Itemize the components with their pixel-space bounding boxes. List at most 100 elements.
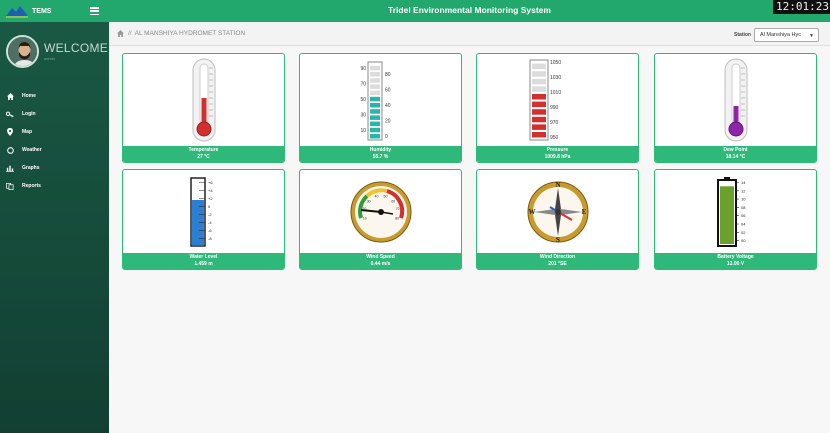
sidebar-item-label: Home <box>22 93 36 99</box>
sidebar-item-reports[interactable]: Reports <box>0 177 109 195</box>
sidebar-item-label: Graphs <box>22 165 40 171</box>
battery-tick-label: 08 <box>741 204 746 209</box>
widget-value: 201 °SE <box>548 261 567 267</box>
humidity-tick-left: 10 <box>360 128 366 134</box>
battery-fill <box>719 185 734 244</box>
widget-label: Dew Point <box>723 147 748 153</box>
speed-tick-label: 50 <box>383 194 387 198</box>
humidity-tick-left: 90 <box>360 66 366 72</box>
widget-dew-point[interactable]: Dew Point 18.14 °C <box>654 53 817 163</box>
sidebar-item-login[interactable]: Login <box>0 105 109 123</box>
humidity-bar-segment <box>369 65 380 71</box>
widget-value: 27 °C <box>197 154 210 160</box>
humidity-bar-segment <box>369 103 380 108</box>
weather-circle-icon <box>6 146 14 154</box>
water-tick-label: +2 <box>208 196 213 201</box>
pressure-bar-segment <box>531 94 546 100</box>
battery-tick-label: 12 <box>741 188 746 193</box>
water-tick-label: +4 <box>208 188 213 193</box>
widget-humidity[interactable]: 90 70 50 30 10 80 60 40 20 0 Humidity 55.7 % <box>299 53 462 163</box>
key-icon <box>6 110 14 118</box>
home-icon <box>6 92 14 100</box>
widget-label: Water Level <box>189 254 218 260</box>
sidebar-item-weather[interactable]: Weather <box>0 141 109 159</box>
widget-water-level[interactable]: +6 +4 +2 0 -2 -4 -6 -8 Water Level 1.459 m <box>122 169 285 270</box>
welcome-title: WELCOME <box>44 41 109 55</box>
humidity-tick-left: 70 <box>360 82 366 88</box>
pressure-bar-segment <box>531 101 546 108</box>
humidity-tick-left: 30 <box>360 113 366 119</box>
top-header: Tridel Environmental Monitoring System 1… <box>109 0 830 22</box>
humidity-bar-segment <box>369 96 380 102</box>
widget-label: Wind Direction <box>539 254 576 260</box>
humidity-gauge: 90 70 50 30 10 80 60 40 20 0 <box>300 54 461 146</box>
widget-label: Temperature <box>188 147 219 153</box>
sidebar-item-label: Login <box>22 111 36 117</box>
breadcrumb-home-icon[interactable] <box>117 30 124 37</box>
battery-tick-label: 04 <box>741 221 746 226</box>
reports-icon <box>6 182 14 190</box>
pressure-bar-segment <box>531 109 546 115</box>
widget-wind-direction[interactable]: N E S W Wind Direction 201 °SE <box>476 169 639 270</box>
humidity-bar-segment <box>369 115 380 120</box>
pressure-gauge: 1050 1030 1010 990 970 950 <box>477 54 638 146</box>
battery-tick-label: 14 <box>741 180 746 185</box>
sidebar-item-label: Map <box>22 129 32 135</box>
humidity-bar-segment <box>369 127 380 133</box>
battery-tick-label: 10 <box>741 196 746 201</box>
sidebar-menu: Home Login Map Weather Graphs Reports <box>0 87 109 195</box>
compass-letter-e: E <box>581 208 586 216</box>
sidebar-item-home[interactable]: Home <box>0 87 109 105</box>
humidity-tick-right: 20 <box>385 119 391 125</box>
speed-tick-label: 10 <box>362 216 366 220</box>
thermometer-gauge <box>123 54 284 146</box>
pressure-bar-segment <box>531 116 546 123</box>
widget-label: Battery Voltage <box>717 254 754 260</box>
pressure-tick: 970 <box>550 120 559 126</box>
chevron-down-icon: ▼ <box>809 33 814 39</box>
avatar <box>6 34 39 68</box>
widget-battery-voltage[interactable]: 14 12 10 08 06 04 02 00 Battery Voltage 13.00 V <box>654 169 817 270</box>
battery-tick-label: 02 <box>741 229 746 234</box>
widget-value: 18.14 °C <box>725 154 746 160</box>
wind-speed-gauge: 10 20 30 40 50 60 70 80 <box>300 170 461 253</box>
widget-label: Wind Speed <box>366 254 395 260</box>
breadcrumb-bar: // AL MANSHIYA HYDROMET STATION Station … <box>109 22 830 46</box>
humidity-bar-segment <box>369 72 380 77</box>
humidity-tick-right: 40 <box>385 103 391 109</box>
app-title: Tridel Environmental Monitoring System <box>388 5 551 15</box>
sidebar: TEMS WELCOME admin Home Login <box>0 0 109 433</box>
widget-label: Pressure <box>546 147 569 153</box>
humidity-tick-left: 50 <box>360 97 366 103</box>
widget-value: 13.00 V <box>726 261 745 267</box>
menu-toggle-icon[interactable] <box>90 7 99 15</box>
tems-logo-icon <box>6 6 28 18</box>
widget-wind-speed[interactable]: 10 20 30 40 50 60 70 80 Wind Speed 0.44 m/s <box>299 169 462 270</box>
sidebar-item-map[interactable]: Map <box>0 123 109 141</box>
humidity-bar-segment <box>369 121 380 127</box>
pressure-tick: 950 <box>550 135 559 141</box>
welcome-username: admin <box>44 56 55 61</box>
speed-tick-label: 30 <box>366 199 370 203</box>
brand-bar: TEMS <box>0 0 109 22</box>
station-dropdown-value: Al Manshiya Hyc <box>760 32 801 38</box>
battery-gauge: 14 12 10 08 06 04 02 00 <box>655 170 816 253</box>
compass-letter-n: N <box>555 181 560 189</box>
station-dropdown[interactable]: Al Manshiya Hyc ▼ <box>754 28 819 42</box>
wind-direction-compass: N E S W <box>477 170 638 253</box>
water-tick-label: -2 <box>208 212 212 217</box>
widget-temperature[interactable]: Temperature 27 °C <box>122 53 285 163</box>
sidebar-item-graphs[interactable]: Graphs <box>0 159 109 177</box>
sidebar-item-label: Reports <box>22 183 41 189</box>
breadcrumb-separator: // <box>128 30 132 37</box>
chart-icon <box>6 164 14 172</box>
widget-pressure[interactable]: 1050 1030 1010 990 970 950 Pressure 1009.8 hP… <box>476 53 639 163</box>
pressure-bar-segment <box>531 78 546 85</box>
dew-point-thermometer <box>655 54 816 146</box>
water-level-gauge: +6 +4 +2 0 -2 -4 -6 -8 <box>123 170 284 253</box>
humidity-bar-segment <box>369 134 380 139</box>
speed-tick-label: 60 <box>391 199 395 203</box>
station-selector: Station Al Manshiya Hyc ▼ <box>734 28 819 42</box>
battery-tick-label: 00 <box>741 238 746 243</box>
pressure-tick: 1010 <box>550 90 561 96</box>
